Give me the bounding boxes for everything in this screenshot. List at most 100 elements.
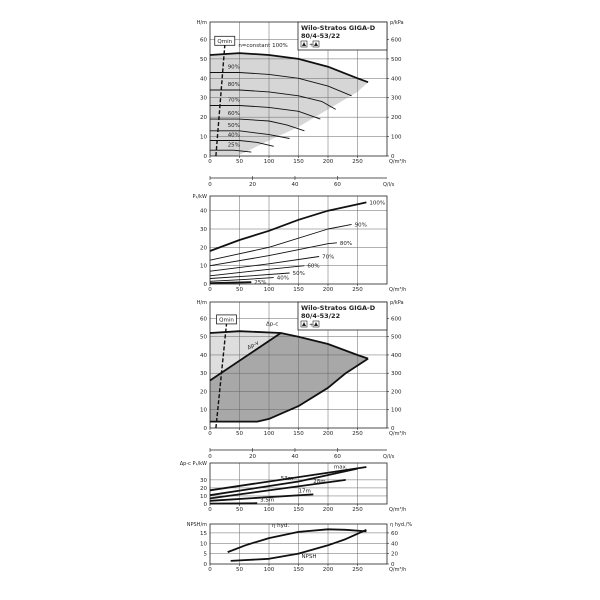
secondary-x-tick-label: 0 [208,454,212,460]
y-tick-label: 15 [200,531,207,537]
y2-tick-label: 200 [391,115,402,121]
curve-25% [209,281,252,284]
y-tick-label: 20 [200,115,207,121]
plot-frame [209,462,388,505]
y2-tick-label: 200 [391,389,402,395]
y-tick-label: 60 [200,316,207,322]
y-tick-label: 20 [200,389,207,395]
chart-power-control-range [209,462,388,506]
y-tick-label: 0 [204,282,208,288]
y2-axis-label: p/kPa [390,20,404,26]
plot-frame [209,195,388,285]
y2-tick-label: 0 [391,154,395,160]
secondary-x-tick-label: 20 [249,454,256,460]
x-tick-label: 0 [208,159,212,165]
secondary-x-tick-label: 60 [334,182,341,188]
y2-axis-label: p/kPa [390,300,404,306]
x-axis-label: Q/m³/h [389,507,406,513]
y2-tick-label: 300 [391,371,402,377]
qmin-box [216,314,237,325]
x-tick-label: 100 [264,567,275,573]
curve-label: 17m [299,489,311,495]
secondary-x-tick-label: 20 [249,182,256,188]
curve-100% [209,201,367,252]
secondary-x-tick-label: 40 [291,182,298,188]
x-tick-label: 100 [264,431,275,437]
curve-label: 28m [313,479,325,485]
y-axis-label: H/m [197,300,207,306]
y2-tick-label: 600 [391,316,402,322]
y-axis-label: H/m [197,20,207,26]
curve-label: 80% [340,241,352,247]
x-tick-label: 250 [352,431,363,437]
y2-tick-label: 300 [391,96,402,102]
curve-label: 25% [254,280,266,286]
x-tick-label: 200 [323,287,334,293]
model-title: Wilo-Stratos GIGA-D [301,304,376,312]
curve-NPSH [230,528,367,562]
y-tick-label: 5 [204,552,208,558]
curve-50% [209,272,290,279]
chart-head-control-range [209,301,389,452]
qmin-label: Qmin [217,39,232,45]
x-axis-label: Q/m³/h [389,567,406,573]
x-tick-label: 50 [236,507,243,513]
x-tick-label: 50 [236,287,243,293]
model-number: 80/4-53/22 [301,32,340,40]
pump-icon-glyph [302,42,306,46]
curve-70% [209,256,320,272]
x-tick-label: 250 [352,507,363,513]
y-tick-label: 0 [204,562,208,568]
y-tick-label: 10 [200,541,207,547]
curve-40% [210,140,274,147]
y-axis-label: P₁/kW [192,194,207,200]
x-tick-label: 100 [264,287,275,293]
y-tick-label: 50 [200,57,207,63]
x-tick-label: 200 [323,159,334,165]
y-tick-label: 20 [200,245,207,251]
x-tick-label: 150 [293,287,304,293]
x-tick-label: 150 [293,507,304,513]
y-tick-label: 0 [204,502,208,508]
x-axis-label: Q/m³/h [389,431,406,437]
curve-label: Δp-c [266,322,278,328]
curve-28m [209,479,346,500]
x-tick-label: 100 [264,159,275,165]
curve-90% [209,223,352,261]
y-tick-label: 50 [200,335,207,341]
y-tick-label: 20 [200,486,207,492]
curve-100% [209,52,369,84]
secondary-x-tick-label: 60 [334,454,341,460]
curve-label: NPSH [301,554,316,560]
y2-tick-label: 0 [391,426,395,432]
curve-40% [209,277,274,282]
curve-17m [209,493,314,502]
secondary-x-tick-label: 0 [208,182,212,188]
x-tick-label: 250 [352,567,363,573]
x-tick-label: 200 [323,431,334,437]
x-tick-label: 100 [264,507,275,513]
y2-tick-label: 400 [391,76,402,82]
pump-icon-glyph [314,42,318,46]
x-tick-label: 50 [236,431,243,437]
y2-tick-label: 500 [391,57,402,63]
curve-η hyd. [227,528,367,553]
curve-Δp-c [209,330,369,360]
pump-icon-glyph [314,322,318,326]
y-tick-label: 40 [200,76,207,82]
y-tick-label: 10 [200,264,207,270]
curve-label: 60% [228,111,240,117]
curve-boundary [210,357,369,423]
plot-frame [209,523,388,565]
curve-60% [209,265,305,277]
curve-label: 3.5m [260,498,274,504]
x-tick-label: 250 [352,159,363,165]
x-tick-label: 0 [208,287,212,293]
qmin-label: Qmin [219,317,234,323]
y-axis-label: Δp-c P₁/kW [180,461,207,467]
y-tick-label: 40 [200,209,207,215]
curve-80% [210,89,336,110]
curve-label: 80% [228,82,240,88]
curve-25% [210,149,252,153]
